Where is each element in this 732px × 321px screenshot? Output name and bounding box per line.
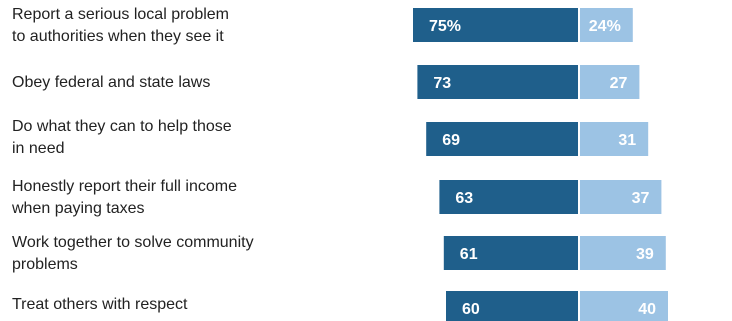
category-label: Do what they can to help those in need <box>12 118 232 157</box>
bar-light <box>580 122 649 156</box>
bar-light <box>580 180 662 214</box>
category-label: Obey federal and state laws <box>12 74 211 91</box>
bar-dark <box>417 65 578 99</box>
category-label: Treat others with respect <box>12 296 188 313</box>
data-label-light: 31 <box>618 132 636 149</box>
category-label: Report a serious local problem to authori… <box>12 6 229 45</box>
bar-light <box>580 8 633 42</box>
data-label-light: 27 <box>610 75 628 92</box>
category-label: Work together to solve community problems <box>12 234 254 273</box>
bar-dark <box>413 8 578 42</box>
data-label-light: 37 <box>632 190 650 207</box>
data-label-light: 24% <box>589 18 621 35</box>
data-label-dark: 61 <box>460 246 478 263</box>
bar-dark <box>426 122 578 156</box>
data-label-dark: 63 <box>455 190 473 207</box>
data-label-light: 39 <box>636 246 654 263</box>
data-label-dark: 73 <box>433 75 451 92</box>
bar-dark <box>443 236 578 270</box>
data-label-dark: 75% <box>429 18 461 35</box>
category-label: Honestly report their full income when pa… <box>12 178 237 217</box>
bar-light <box>580 236 666 270</box>
bar-light <box>580 65 640 99</box>
bar-dark <box>446 291 578 321</box>
data-label-dark: 60 <box>462 301 480 318</box>
bar-light <box>580 291 668 321</box>
data-label-light: 40 <box>638 301 656 318</box>
bar-dark <box>439 180 578 214</box>
data-label-dark: 69 <box>442 132 460 149</box>
